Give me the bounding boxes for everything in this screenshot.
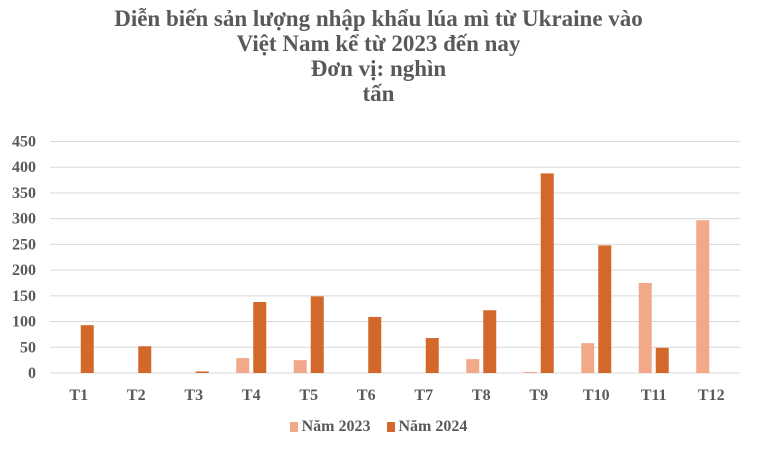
bar-T1-2024 — [80, 325, 94, 373]
x-axis-ticks: T1 T2 T3 T4 T5 T6 T7 T8 T9 T10 T11 T12 — [69, 387, 724, 404]
bar-T6-2024 — [368, 316, 382, 373]
x-tick-label: T9 — [529, 387, 548, 404]
bar-T11-2024 — [655, 347, 669, 373]
x-tick-label: T7 — [414, 387, 433, 404]
bar-T12-2023 — [696, 220, 710, 373]
legend-label-2024: Năm 2024 — [398, 418, 468, 435]
y-tick-label: 100 — [12, 314, 36, 331]
y-tick-label: 400 — [12, 159, 36, 176]
legend-swatch-2024 — [386, 422, 395, 432]
y-tick-label: 450 — [12, 134, 36, 151]
x-tick-label: T8 — [472, 387, 491, 404]
bar-T9-2024 — [540, 173, 554, 373]
chart-unit-line-1: Đơn vị: nghìn — [310, 56, 447, 81]
bar-T9-2023 — [523, 371, 537, 373]
bar-T5-2023 — [293, 360, 307, 373]
legend-item-2024: Năm 2024 — [386, 418, 468, 436]
x-tick-label: T2 — [127, 387, 146, 404]
bar-T3-2024 — [195, 371, 209, 373]
bar-T10-2024 — [598, 245, 612, 373]
bar-T11-2023 — [638, 282, 652, 373]
x-tick-label: T3 — [184, 387, 203, 404]
y-tick-label: 200 — [12, 262, 36, 279]
bar-T4-2024 — [253, 302, 267, 373]
x-tick-label: T4 — [242, 387, 261, 404]
legend-item-2023: Năm 2023 — [289, 418, 371, 436]
chart-title-line-2: Việt Nam kể từ 2023 đến nay — [236, 31, 521, 56]
x-tick-label: T11 — [641, 387, 667, 404]
bars — [80, 173, 710, 373]
x-tick-label: T10 — [583, 387, 610, 404]
y-tick-label: 0 — [28, 365, 36, 382]
bar-T5-2024 — [310, 296, 324, 373]
y-tick-label: 250 — [12, 236, 36, 253]
legend-label-2023: Năm 2023 — [301, 418, 371, 435]
x-tick-label: T1 — [69, 387, 88, 404]
y-tick-label: 150 — [12, 288, 36, 305]
x-tick-label: T12 — [698, 387, 725, 404]
y-tick-label: 50 — [20, 339, 36, 356]
gridlines — [50, 141, 740, 374]
legend: Năm 2023 Năm 2024 — [0, 418, 757, 436]
y-axis-ticks: 0 50 100 150 200 250 300 350 400 450 — [12, 134, 36, 383]
bar-T8-2024 — [483, 310, 497, 373]
y-tick-label: 350 — [12, 185, 36, 202]
x-tick-label: T5 — [299, 387, 318, 404]
chart-title-line-1: Diễn biến sản lượng nhập khẩu lúa mì từ … — [114, 6, 643, 31]
bar-T2-2024 — [138, 346, 152, 373]
bar-T10-2023 — [581, 343, 595, 373]
bar-T7-2024 — [425, 338, 439, 373]
bar-T4-2023 — [236, 358, 250, 373]
chart-title: Diễn biến sản lượng nhập khẩu lúa mì từ … — [0, 6, 757, 106]
y-tick-label: 300 — [12, 211, 36, 228]
chart-unit-line-2: tấn — [362, 81, 395, 106]
legend-swatch-2023 — [289, 422, 298, 432]
x-tick-label: T6 — [357, 387, 376, 404]
bar-T8-2023 — [466, 359, 480, 373]
